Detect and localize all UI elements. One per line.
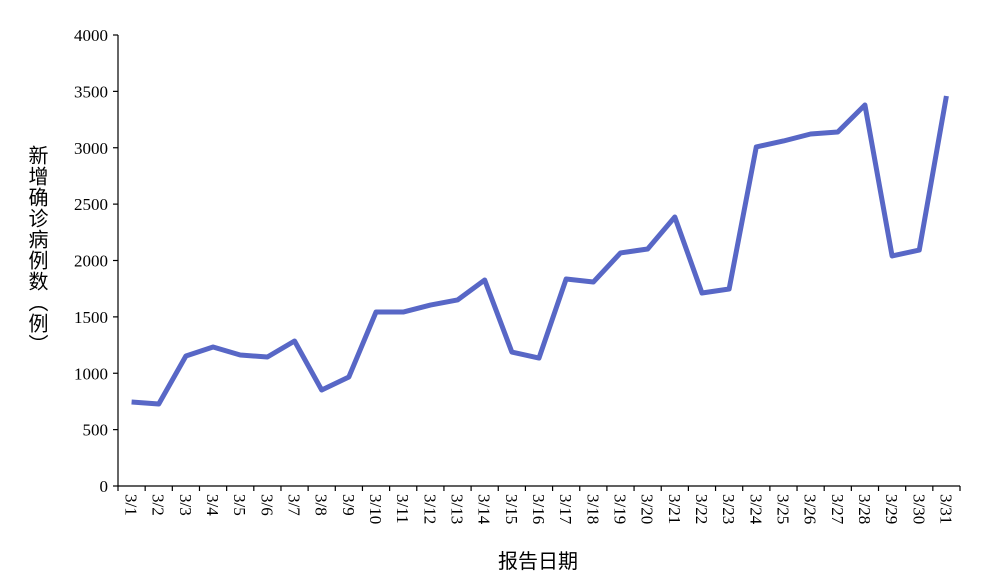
x-tick-label: 3/26 (801, 494, 820, 524)
x-tick-label: 3/8 (312, 494, 331, 516)
y-tick-label: 2000 (74, 252, 108, 271)
x-tick-label: 3/9 (339, 494, 358, 516)
x-axis-label: 报告日期 (498, 550, 578, 573)
x-tick-label: 3/16 (529, 494, 548, 524)
x-tick-label: 3/7 (285, 494, 304, 516)
x-tick-label: 3/10 (366, 494, 385, 524)
x-tick-label: 3/4 (203, 494, 222, 516)
x-tick-label: 3/5 (230, 494, 249, 516)
x-tick-label: 3/17 (556, 494, 575, 525)
x-tick-label: 3/31 (936, 494, 955, 524)
x-tick-label: 3/13 (448, 494, 467, 524)
x-tick-label: 3/15 (502, 494, 521, 524)
y-tick-label: 2500 (74, 195, 108, 214)
y-tick-label: 3000 (74, 139, 108, 158)
y-tick-label: 1500 (74, 308, 108, 327)
data-line (131, 95, 949, 407)
x-tick-label: 3/11 (393, 494, 412, 524)
y-tick-label: 0 (100, 477, 109, 496)
x-tick-label: 3/27 (828, 494, 847, 525)
x-tick-label: 3/28 (855, 494, 874, 524)
x-tick-label: 3/3 (176, 494, 195, 516)
x-tick-label: 3/1 (122, 494, 141, 516)
y-tick-label: 500 (83, 421, 109, 440)
x-tick-label: 3/21 (665, 494, 684, 524)
x-tick-label: 3/14 (475, 494, 494, 525)
x-tick-label: 3/30 (909, 494, 928, 524)
y-tick-label: 3500 (74, 82, 108, 101)
x-tick-label: 3/29 (882, 494, 901, 524)
x-tick-label: 3/24 (746, 494, 765, 525)
x-tick-label: 3/23 (719, 494, 738, 524)
x-tick-label: 3/20 (638, 494, 657, 524)
x-tick-label: 3/12 (420, 494, 439, 524)
x-tick-label: 3/22 (692, 494, 711, 524)
y-tick-label: 1000 (74, 364, 108, 383)
x-tick-label: 3/18 (583, 494, 602, 524)
x-tick-label: 3/6 (257, 494, 276, 516)
y-tick-label: 4000 (74, 26, 108, 45)
y-axis-label: 新增确诊病例数（例） (25, 145, 48, 355)
x-tick-label: 3/19 (610, 494, 629, 524)
x-tick-label: 3/25 (773, 494, 792, 524)
x-tick-label: 3/2 (149, 494, 168, 516)
